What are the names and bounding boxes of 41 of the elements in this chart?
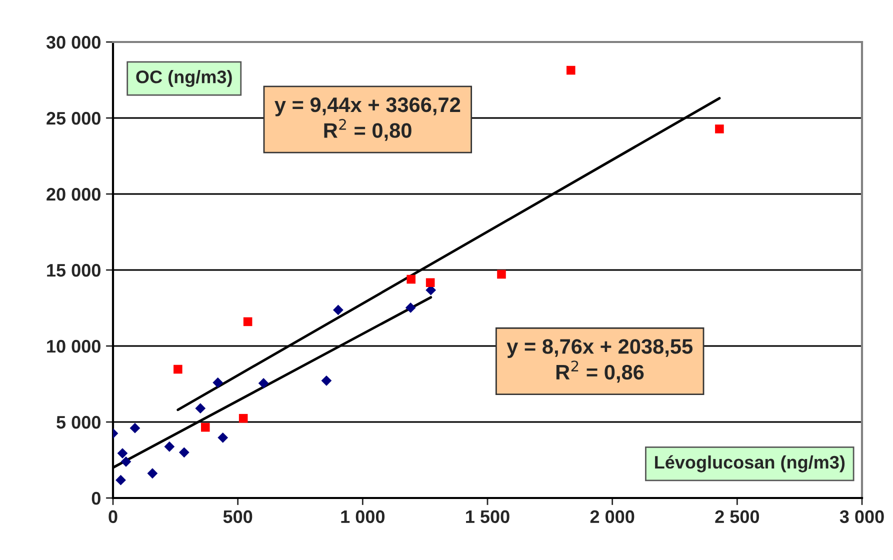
y-tick-label: 25 000 [46, 112, 100, 125]
x-tick-label: 0 [108, 510, 118, 524]
point [164, 441, 175, 452]
x-axis-title: Lévoglucosan (ng/m3) [655, 455, 845, 472]
x-tick-label: 2 500 [715, 510, 760, 524]
y-tick-label: 10 000 [47, 340, 100, 353]
point [212, 377, 224, 388]
y-tick-label: 5 000 [56, 416, 100, 429]
point [426, 278, 435, 288]
point [120, 456, 132, 467]
x-tick-label: 1 000 [341, 510, 385, 524]
point [174, 364, 182, 374]
x-tick-label: 1 500 [466, 510, 510, 524]
annotation: y = 8,76x + 2038,55 R$^{2}$ = 0,86 [506, 339, 693, 383]
x-tick-label: 2 000 [590, 510, 634, 524]
y-tick-label: 20 000 [46, 188, 100, 201]
x-tick-label: 3 000 [840, 510, 884, 524]
point [218, 432, 228, 443]
point [178, 447, 190, 458]
y-tick-label: 0 [92, 492, 100, 505]
point [333, 304, 344, 316]
annotation: y = 9,44x + 3366,72 R$^{2}$ = 0,80 [274, 97, 460, 141]
point [195, 403, 206, 414]
point [238, 414, 248, 423]
y-axis-title: OC (ng/m3) [136, 70, 232, 87]
point [715, 124, 724, 134]
point [147, 468, 158, 479]
point [116, 474, 126, 486]
point [117, 448, 128, 459]
point [258, 378, 269, 388]
x-tick-label: 500 [223, 510, 252, 524]
point [243, 317, 252, 326]
point [130, 422, 140, 434]
point [497, 270, 506, 279]
point [200, 422, 210, 432]
y-tick-label: 30 000 [46, 36, 100, 49]
y-tick-label: 15 000 [47, 264, 100, 277]
point [405, 302, 416, 313]
point [566, 66, 576, 75]
point [321, 375, 332, 386]
point [406, 274, 416, 284]
